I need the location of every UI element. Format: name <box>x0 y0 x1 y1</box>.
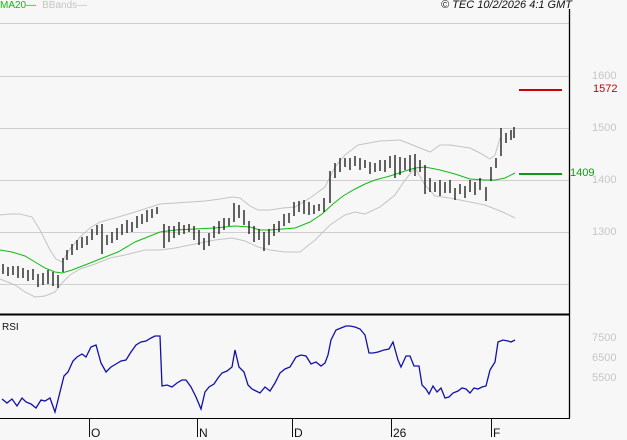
bollinger-bands <box>0 137 516 298</box>
price-bars <box>2 127 515 288</box>
rsi-axis-label: 7500 <box>592 332 617 344</box>
price-axis-label: 1300 <box>592 226 617 238</box>
resistance-value-label: 1572 <box>593 83 618 95</box>
price-axis-label: 1600 <box>592 70 617 82</box>
legend-bbands[interactable]: BBands— <box>42 0 88 11</box>
x-axis-label: O <box>91 426 101 440</box>
rsi-axis-label: 6500 <box>592 352 617 364</box>
price-gridlines <box>0 23 569 285</box>
price-axis-label: 1400 <box>592 174 617 186</box>
x-axis-ticks <box>89 419 492 437</box>
rsi-line <box>1 325 516 415</box>
rsi-panel-title: RSI <box>2 322 19 333</box>
chart-legend: MA20— BBands— <box>0 0 87 11</box>
legend-ma20[interactable]: MA20— <box>0 0 37 11</box>
chart-credit: © TEC 10/2/2026 4:1 GMT <box>441 0 572 11</box>
x-axis-label: D <box>294 426 303 440</box>
price-axis-label: 1500 <box>592 122 617 134</box>
x-axis-label: N <box>199 426 208 440</box>
support-value-label: 1409 <box>570 167 595 179</box>
ma20-line <box>0 166 516 274</box>
x-axis-label: 26 <box>393 426 407 440</box>
rsi-axis-label: 5500 <box>592 372 617 384</box>
x-axis-label: F <box>493 426 501 440</box>
